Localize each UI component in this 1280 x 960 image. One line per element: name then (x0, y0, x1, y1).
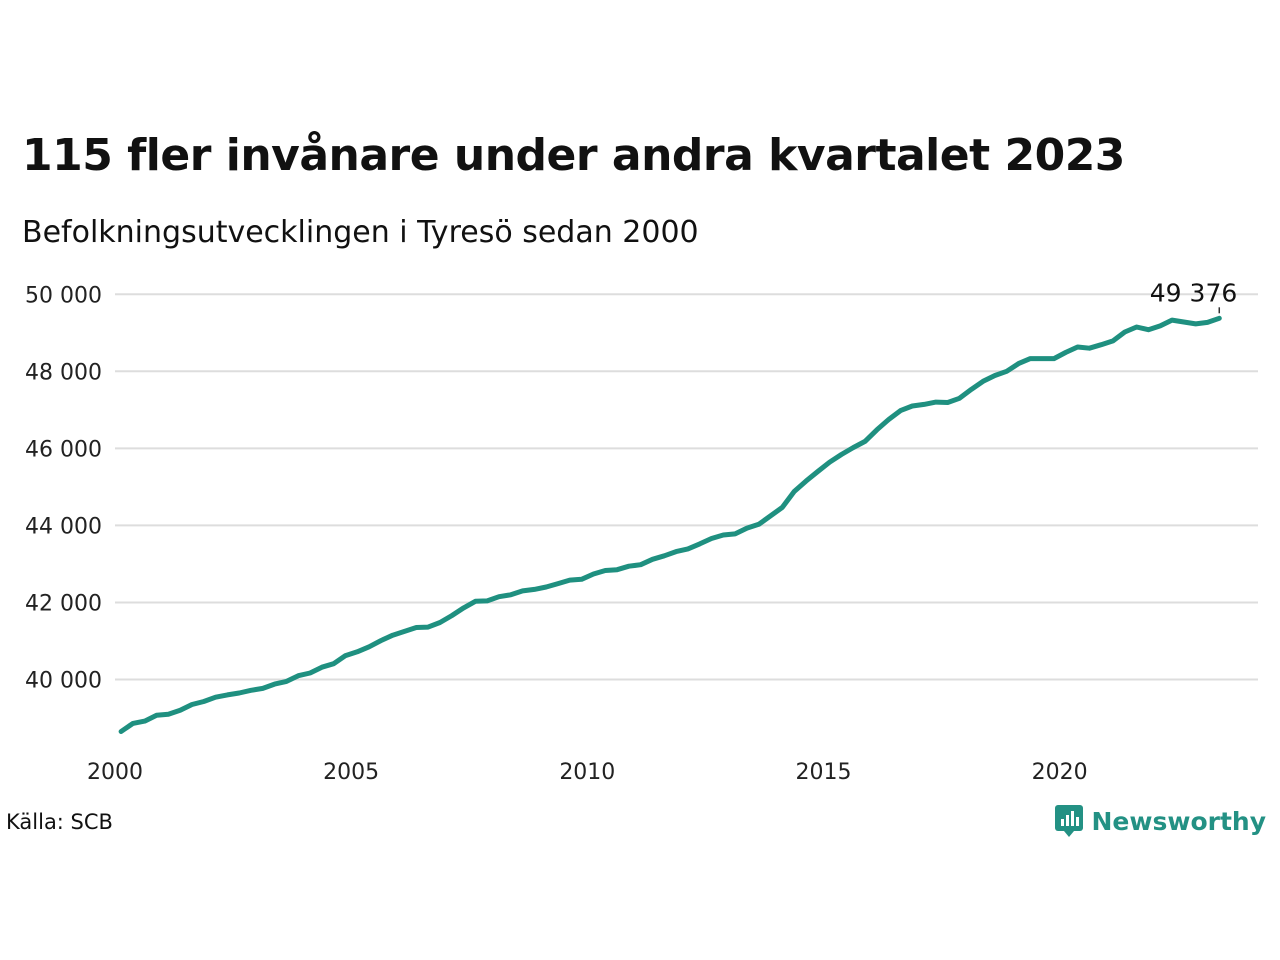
end-label-layer: 49 376 (1150, 278, 1237, 314)
x-tick-label: 2005 (323, 760, 379, 785)
source-note: Källa: SCB (6, 810, 113, 834)
end-value-label: 49 376 (1150, 278, 1237, 307)
newsworthy-logo-icon (1054, 805, 1083, 837)
y-tick-label: 46 000 (25, 437, 102, 462)
x-tick-label: 2000 (87, 760, 143, 785)
x-tick-label: 2020 (1032, 760, 1088, 785)
chart-title: 115 fler invånare under andra kvartalet … (22, 130, 1125, 181)
series-line (118, 315, 1222, 734)
series-layer (118, 315, 1222, 734)
x-axis-labels: 2000 2005 2010 2015 2020 (87, 760, 1088, 785)
chart-subtitle: Befolkningsutvecklingen i Tyresö sedan 2… (22, 215, 699, 250)
x-tick-label: 2010 (559, 760, 615, 785)
brand-logo: Newsworthy (1054, 804, 1267, 838)
y-tick-label: 50 000 (25, 283, 102, 308)
brand-name: Newsworthy (1091, 806, 1267, 836)
gridlines (115, 293, 1258, 681)
y-tick-label: 42 000 (25, 591, 102, 616)
y-tick-label: 40 000 (25, 669, 102, 694)
y-tick-label: 44 000 (25, 514, 102, 539)
y-axis-labels: 40 000 42 000 44 000 46 000 48 000 50 000 (25, 283, 102, 693)
x-tick-label: 2015 (795, 760, 851, 785)
y-tick-label: 48 000 (25, 360, 102, 385)
